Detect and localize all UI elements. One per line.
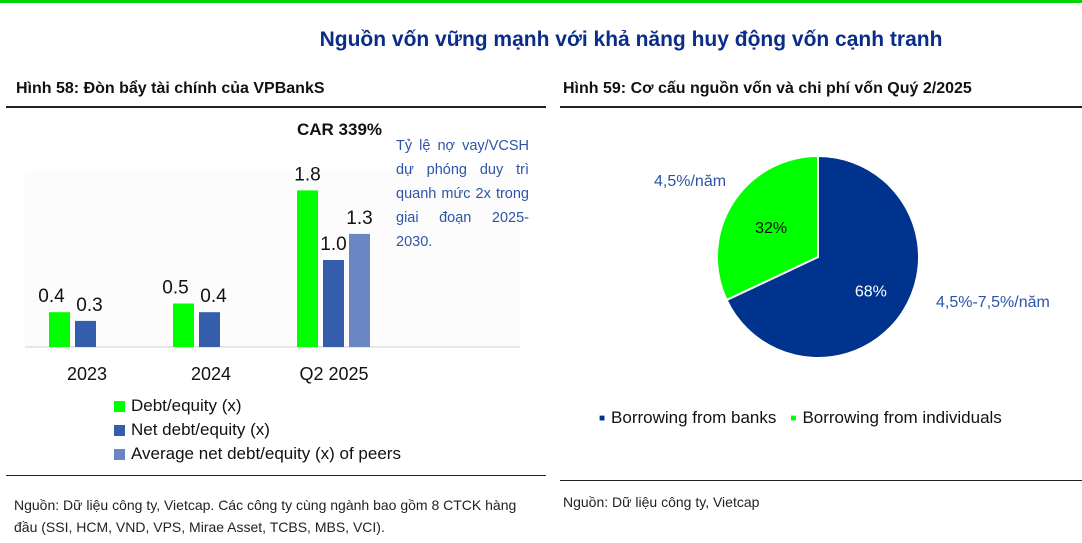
figure-58-title: Hình 58: Đòn bẩy tài chính của VPBankS — [16, 80, 325, 97]
legend-item: ■ Borrowing from individuals — [790, 408, 1001, 428]
divider — [6, 106, 546, 108]
bar-value-label: 0.3 — [76, 295, 102, 316]
x-tick: Q2 2025 — [299, 364, 369, 384]
bar-value-label: 1.8 — [294, 164, 320, 185]
legend-label: Debt/equity (x) — [131, 396, 242, 415]
plot-area — [25, 170, 520, 347]
bar-value-label: 0.4 — [38, 286, 65, 307]
banks-cost-label: 4,5%-7,5%/năm — [936, 294, 1050, 311]
legend-swatch: ■ — [599, 412, 606, 424]
bar — [349, 233, 370, 347]
legend-swatch: ■ — [790, 412, 797, 424]
divider — [560, 480, 1082, 481]
bar-value-label: 0.4 — [200, 286, 227, 307]
top-accent-bar — [0, 0, 1082, 3]
pie-chart: 68% 32% — [716, 154, 920, 359]
bar — [297, 190, 318, 347]
legend-label: Average net debt/equity (x) of peers — [131, 444, 401, 463]
bar — [323, 260, 344, 347]
legend-swatch — [114, 448, 125, 460]
divider — [560, 106, 1082, 108]
legend-item: Net debt/equity (x) — [114, 420, 401, 440]
legend-item: Average net debt/equity (x) of peers — [114, 444, 401, 464]
bar — [49, 312, 70, 347]
pie-slice-label: 68% — [855, 284, 887, 301]
bar-value-label: 1.3 — [346, 208, 372, 229]
legend-swatch — [114, 424, 125, 436]
bar-chart: 0.4 0.5 1.8 0.3 0.4 1.01.3 — [25, 164, 520, 348]
forecast-note: Tỷ lệ nợ vay/VCSH dự phóng duy trì quanh… — [396, 138, 529, 250]
divider — [6, 475, 546, 476]
bar — [173, 303, 194, 347]
bar — [199, 312, 220, 347]
figure-59-title: Hình 59: Cơ cấu nguồn vốn và chi phí vốn… — [563, 80, 972, 97]
bar — [75, 320, 96, 347]
pie-slice-label: 32% — [755, 220, 787, 237]
pie-slice — [725, 154, 920, 359]
legend-item: ■ Borrowing from banks — [599, 408, 776, 428]
source-note: Nguồn: Dữ liệu công ty, Vietcap — [563, 494, 760, 510]
legend-item: Debt/equity (x) — [114, 396, 401, 416]
bar-value-label: 1.0 — [320, 234, 346, 255]
x-tick: 2023 — [66, 364, 108, 384]
bar-value-label: 0.5 — [162, 278, 188, 299]
source-note: Nguồn: Dữ liệu công ty, Vietcap. Các côn… — [14, 497, 517, 535]
bar-legend: Debt/equity (x) Net debt/equity (x) Aver… — [114, 396, 401, 464]
legend-label: Borrowing from banks — [611, 408, 777, 427]
x-tick: 2024 — [190, 364, 232, 384]
individuals-cost-label: 4,5%/năm — [654, 173, 727, 190]
legend-label: Net debt/equity (x) — [131, 420, 270, 439]
legend-swatch — [114, 400, 125, 412]
page-title: Nguồn vốn vững mạnh với khả năng huy độn… — [319, 28, 943, 51]
legend-label: Borrowing from individuals — [802, 408, 1002, 427]
pie-legend: ■ Borrowing from banks ■ Borrowing from in… — [599, 408, 1002, 428]
pie-slice — [716, 154, 819, 302]
car-annotation: CAR 339% — [297, 120, 383, 139]
